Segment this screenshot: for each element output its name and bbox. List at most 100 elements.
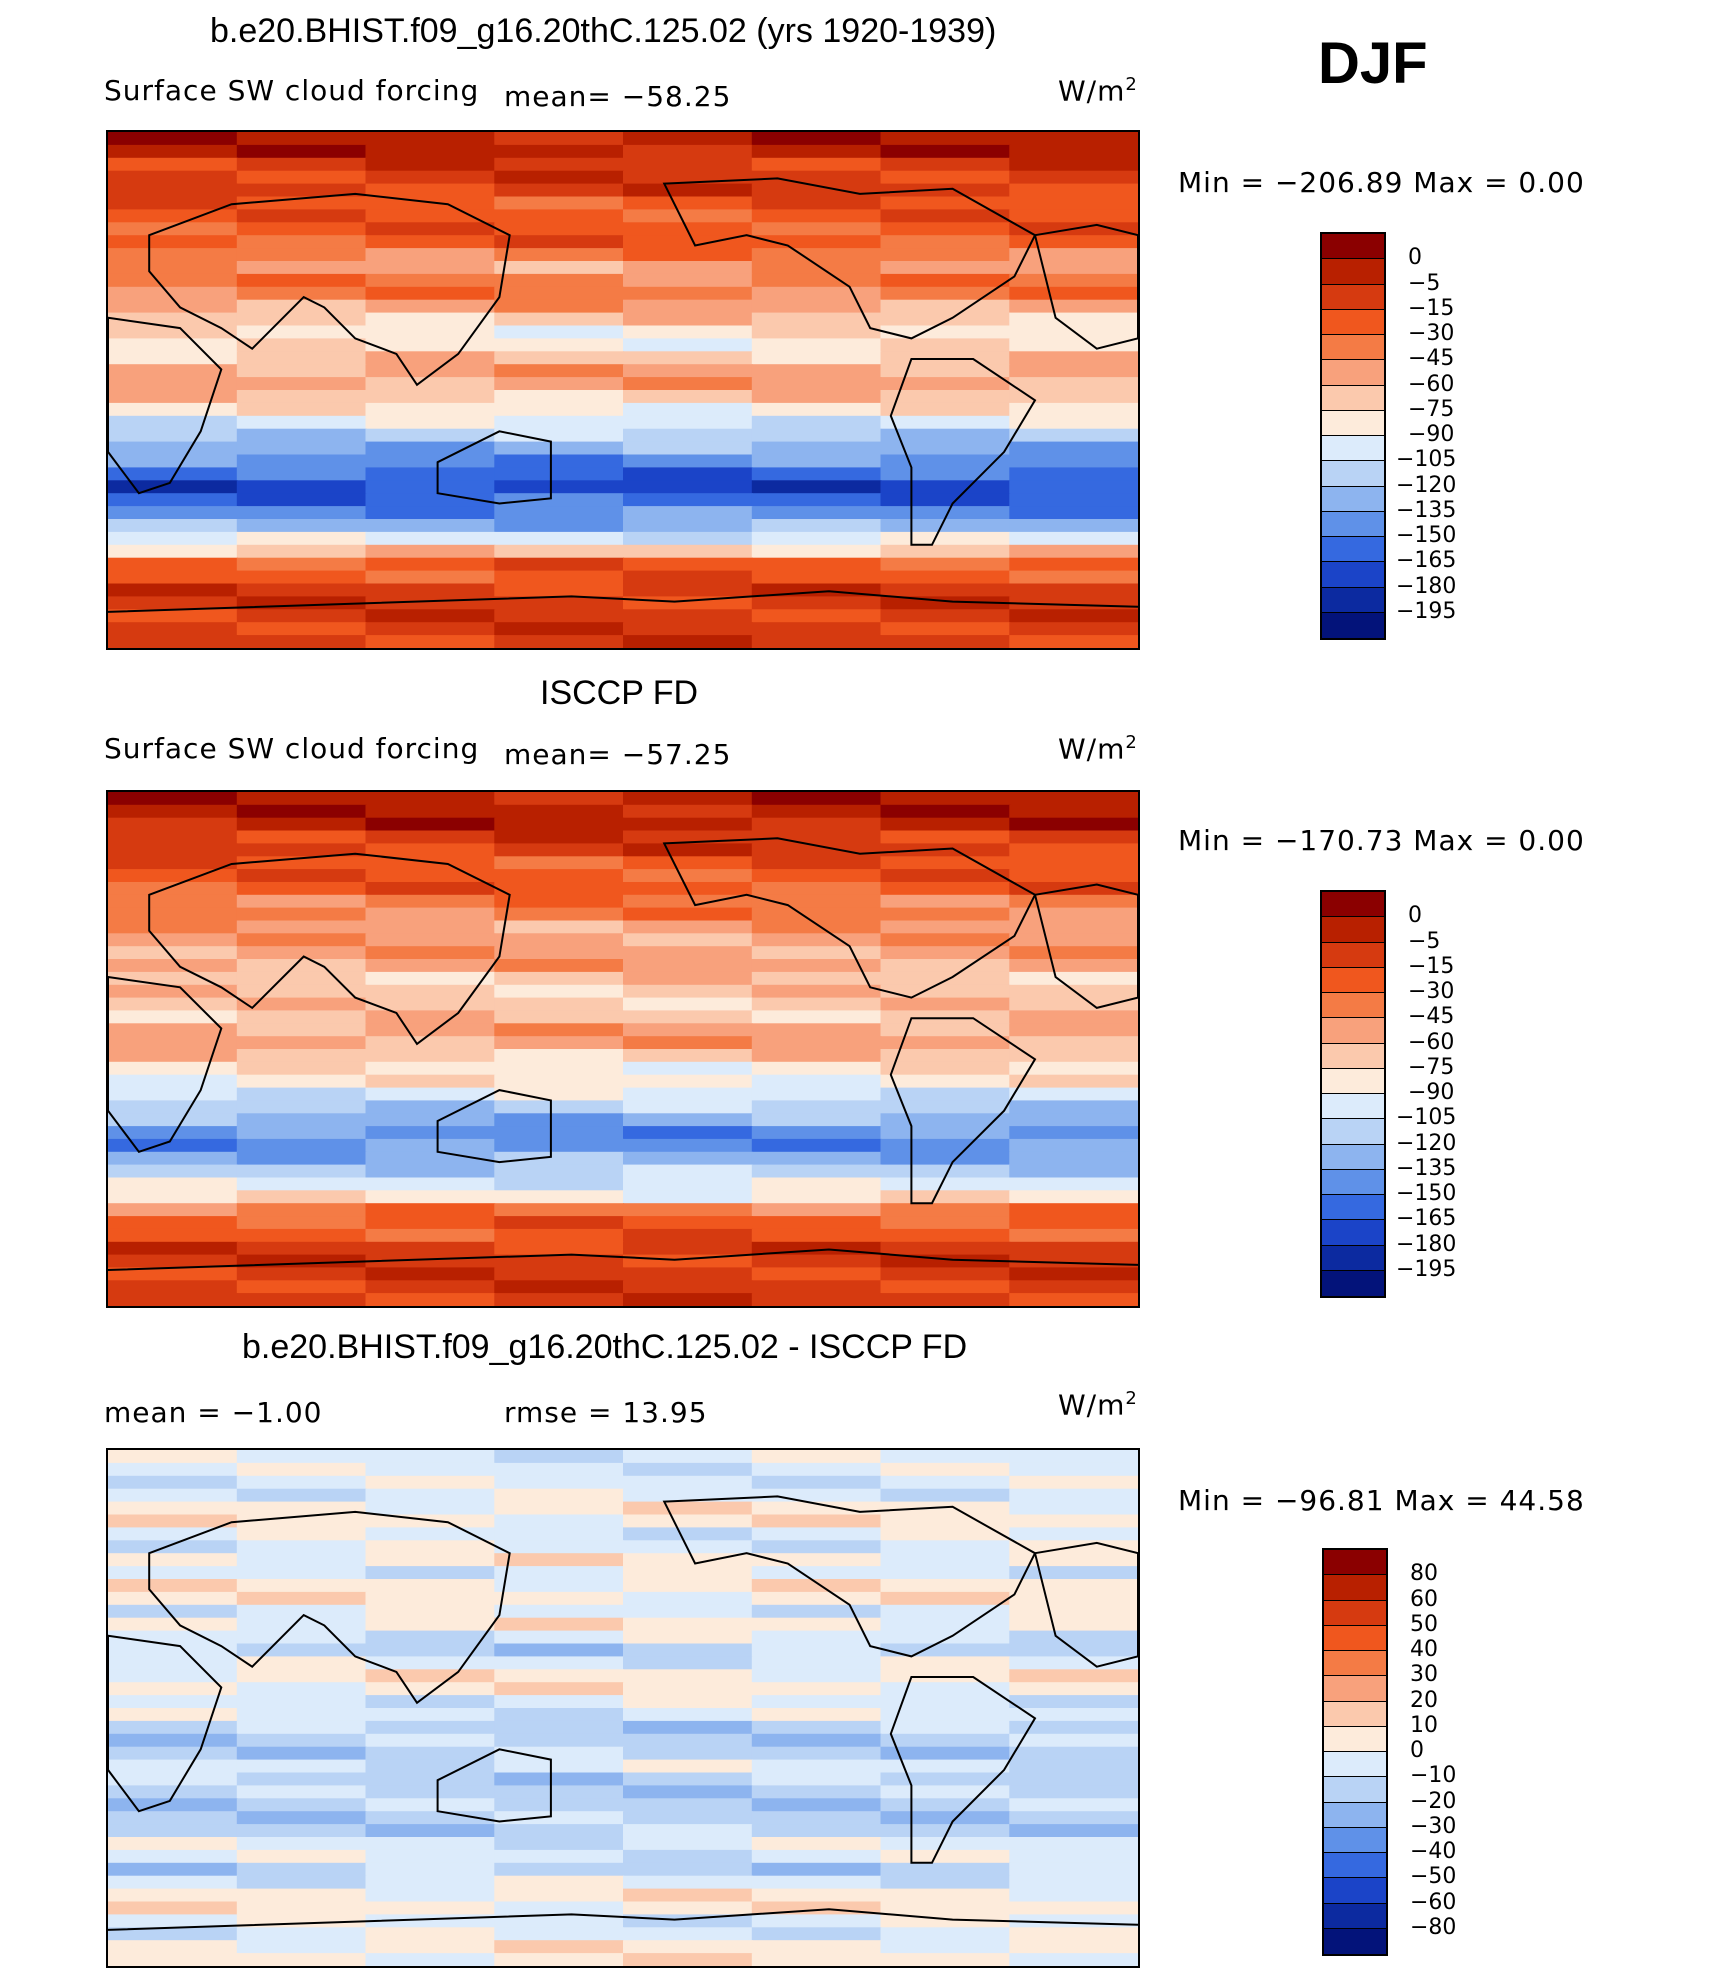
field-cell bbox=[236, 544, 367, 559]
field-cell bbox=[623, 1604, 753, 1619]
field-cell bbox=[108, 984, 238, 999]
field-cell bbox=[108, 1462, 238, 1477]
colorbar-segment bbox=[1322, 942, 1384, 968]
field-cell bbox=[880, 1824, 1011, 1838]
field-cell bbox=[236, 1888, 367, 1903]
field-cell bbox=[1009, 609, 1138, 624]
field-cell bbox=[751, 971, 882, 986]
field-cell bbox=[880, 1061, 1011, 1076]
field-cell bbox=[108, 493, 238, 508]
field-cell bbox=[365, 428, 496, 443]
field-cell bbox=[880, 959, 1011, 973]
field-cell bbox=[751, 830, 882, 845]
coastline bbox=[1033, 223, 1138, 350]
field-cell bbox=[108, 920, 238, 935]
field-cell bbox=[623, 1849, 753, 1864]
field-cell bbox=[108, 222, 238, 237]
field-cell bbox=[1009, 933, 1138, 948]
field-cell bbox=[623, 1203, 753, 1217]
field-cell bbox=[108, 557, 238, 572]
field-cell bbox=[108, 428, 238, 443]
field-cell bbox=[494, 1604, 625, 1619]
field-cell bbox=[365, 1126, 496, 1140]
field-cell bbox=[623, 1514, 753, 1529]
field-cell bbox=[751, 1875, 882, 1890]
field-cell bbox=[751, 1772, 882, 1787]
field-cell bbox=[108, 157, 238, 172]
field-cell bbox=[494, 843, 625, 858]
field-cell bbox=[1009, 997, 1138, 1012]
field-cell bbox=[365, 286, 496, 301]
field-cell bbox=[751, 843, 882, 858]
field-cell bbox=[236, 441, 367, 456]
field-cell bbox=[1009, 364, 1138, 379]
field-cell bbox=[494, 1591, 625, 1606]
field-cell bbox=[623, 843, 753, 858]
field-cell bbox=[494, 1811, 625, 1826]
colorbar-tick-label: 0 bbox=[1408, 245, 1422, 271]
colorbar-tick-label: −45 bbox=[1408, 346, 1455, 372]
field-cell bbox=[1009, 1708, 1138, 1722]
field-cell bbox=[236, 583, 367, 598]
field-cell bbox=[1009, 467, 1138, 482]
field-cell bbox=[751, 544, 882, 559]
field-cell bbox=[236, 843, 367, 858]
field-cell bbox=[494, 351, 625, 366]
field-cell bbox=[1009, 1164, 1138, 1179]
field-cell bbox=[623, 1824, 753, 1838]
field-cell bbox=[880, 493, 1011, 508]
colorbar-segment bbox=[1322, 1094, 1384, 1120]
field-cell bbox=[623, 959, 753, 973]
colorbar-segment bbox=[1322, 1144, 1384, 1170]
field-cell bbox=[365, 377, 496, 391]
field-cell bbox=[365, 843, 496, 858]
field-cell bbox=[108, 377, 238, 391]
field-cell bbox=[623, 1953, 753, 1966]
field-cell bbox=[108, 1888, 238, 1903]
field-cell bbox=[365, 1824, 496, 1838]
field-cell bbox=[236, 984, 367, 999]
field-cell bbox=[623, 1746, 753, 1761]
field-cell bbox=[494, 1849, 625, 1864]
colorbar-tick-label: −105 bbox=[1396, 1105, 1457, 1131]
colorbar-segment bbox=[1322, 234, 1384, 260]
field-cell bbox=[880, 830, 1011, 845]
field-cell bbox=[751, 1591, 882, 1606]
colorbar-tick-label: 0 bbox=[1408, 903, 1422, 929]
field-cell bbox=[1009, 1617, 1138, 1632]
field-cell bbox=[365, 1798, 496, 1813]
colorbar-tick-label: −135 bbox=[1396, 1155, 1457, 1181]
coastline bbox=[889, 1017, 1037, 1205]
field-cell bbox=[880, 248, 1011, 262]
field-cell bbox=[1009, 971, 1138, 986]
field-cell bbox=[623, 1501, 753, 1516]
field-cell bbox=[494, 1475, 625, 1490]
field-cell bbox=[1009, 454, 1138, 469]
field-cell bbox=[108, 1061, 238, 1076]
field-cell bbox=[623, 1228, 753, 1243]
field-cell bbox=[751, 299, 882, 314]
field-cell bbox=[236, 1953, 367, 1966]
field-cell bbox=[236, 894, 367, 909]
field-cell bbox=[1009, 531, 1138, 546]
field-cell bbox=[880, 1267, 1011, 1282]
field-cell bbox=[1009, 596, 1138, 611]
field-cell bbox=[623, 1151, 753, 1166]
field-cell bbox=[1009, 1527, 1138, 1542]
field-cell bbox=[108, 1591, 238, 1606]
field-cell bbox=[623, 1617, 753, 1632]
field-cell bbox=[623, 338, 753, 353]
field-cell bbox=[494, 984, 625, 999]
field-cell bbox=[1009, 1604, 1138, 1619]
field-cell bbox=[751, 1785, 882, 1800]
field-cell bbox=[236, 1164, 367, 1179]
field-cell bbox=[880, 1927, 1011, 1942]
field-cell bbox=[365, 1682, 496, 1697]
field-cell bbox=[494, 1579, 625, 1593]
field-cell bbox=[365, 946, 496, 960]
field-cell bbox=[880, 804, 1011, 819]
field-cell bbox=[751, 196, 882, 211]
colorbar-segment bbox=[1322, 360, 1384, 386]
field-cell bbox=[108, 1669, 238, 1684]
field-cell bbox=[108, 830, 238, 845]
